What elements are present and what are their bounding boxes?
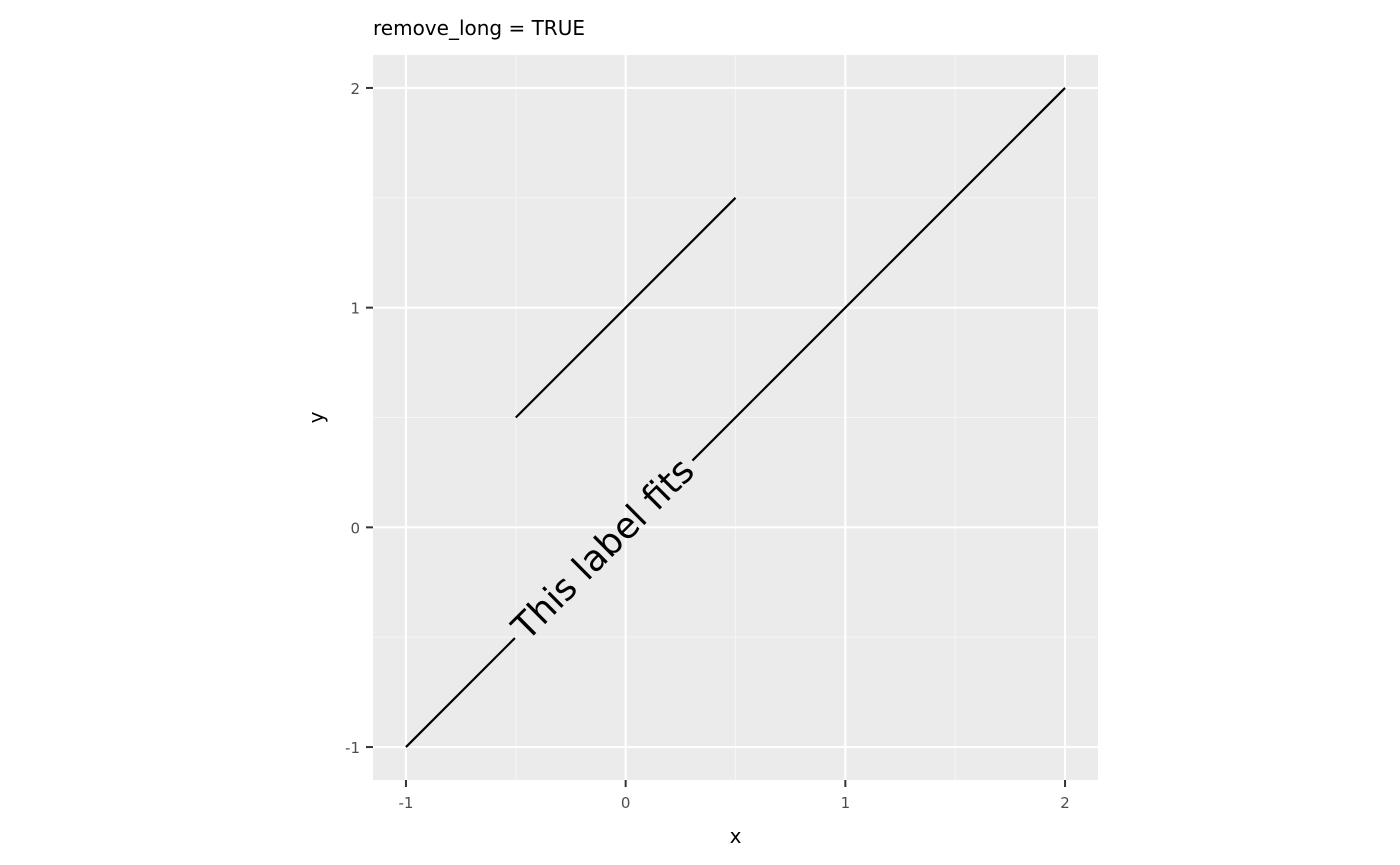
y-axis-title: y xyxy=(304,411,328,423)
major-gridlines xyxy=(373,55,1098,780)
x-axis: -1 0 1 2 xyxy=(398,780,1070,812)
x-tick-label: 0 xyxy=(621,794,631,812)
y-axis: -1 0 1 2 xyxy=(345,80,373,757)
y-tick-label: 2 xyxy=(350,80,360,98)
y-tick-label: 0 xyxy=(350,519,360,537)
x-tick-label: 1 xyxy=(841,794,851,812)
plot-title: remove_long = TRUE xyxy=(373,16,585,40)
x-tick-label: 2 xyxy=(1060,794,1070,812)
y-tick-label: 1 xyxy=(350,300,360,318)
series-line-segment xyxy=(405,637,516,748)
x-tick-label: -1 xyxy=(398,794,413,812)
y-tick-label: -1 xyxy=(345,739,360,757)
series-line xyxy=(515,197,737,419)
series-line-segment xyxy=(691,87,1066,462)
x-axis-title: x xyxy=(730,824,742,848)
